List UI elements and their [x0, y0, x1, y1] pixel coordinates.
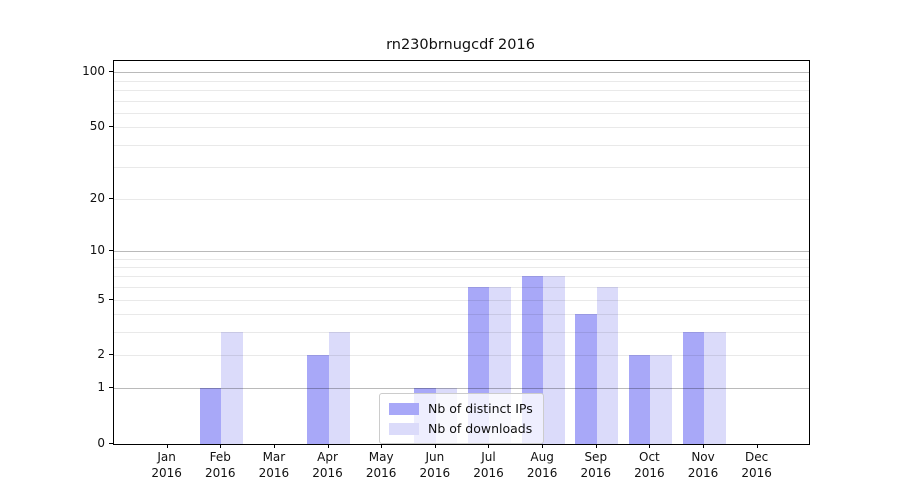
- bar-sep-distinct-ips: [575, 314, 597, 444]
- x-tick-label-oct: Oct 2016: [634, 450, 665, 480]
- y-tick-label-1: 1: [97, 380, 105, 395]
- bar-feb-distinct-ips: [199, 388, 222, 444]
- x-tick-mark-jan: [166, 444, 168, 448]
- legend-swatch-distinct-ips: [389, 402, 419, 415]
- y-tick-label-2: 2: [97, 347, 105, 362]
- y-tick-mark-1: [109, 387, 113, 389]
- chart-title: rn230brnugcdf 2016: [386, 37, 535, 53]
- x-tick-mark-jun: [434, 444, 436, 448]
- bar-apr-distinct-ips: [307, 355, 329, 444]
- y-tick-mark-10: [109, 249, 113, 251]
- y-tick-label-5: 5: [97, 291, 105, 306]
- y-tick-label-0: 0: [97, 436, 105, 450]
- x-tick-mark-mar: [273, 444, 275, 448]
- y-tick-mark-50: [109, 126, 113, 128]
- x-tick-label-sep: Sep 2016: [580, 450, 612, 480]
- y-tick-mark-100: [109, 71, 113, 73]
- x-tick-mark-sep: [595, 444, 597, 448]
- x-tick-label-mar: Mar 2016: [258, 450, 290, 480]
- y-tick-label-10: 10: [89, 242, 105, 257]
- bar-nov-distinct-ips: [682, 332, 705, 444]
- y-tick-mark-0: [109, 443, 113, 444]
- x-tick-label-jul: Jul 2016: [473, 450, 504, 480]
- x-tick-mark-oct: [649, 444, 651, 448]
- bar-feb-downloads: [221, 332, 243, 444]
- x-tick-mark-jul: [488, 444, 490, 448]
- bar-apr-downloads: [328, 332, 351, 444]
- bar-sep-downloads: [596, 287, 619, 444]
- x-tick-label-apr: Apr 2016: [312, 450, 343, 480]
- bar-oct-distinct-ips: [628, 355, 651, 444]
- x-tick-mark-apr: [327, 444, 329, 448]
- legend-item-distinct-ips: Nb of distinct IPs: [389, 401, 533, 416]
- x-tick-mark-feb: [220, 444, 222, 448]
- bar-aug-downloads: [543, 276, 565, 444]
- plot-area: Nb of distinct IPs Nb of downloads: [113, 60, 810, 445]
- y-tick-mark-5: [109, 298, 113, 300]
- x-tick-label-feb: Feb 2016: [204, 450, 236, 480]
- y-tick-label-100: 100: [82, 64, 105, 79]
- y-tick-label-50: 50: [89, 119, 105, 134]
- x-tick-mark-dec: [756, 444, 758, 448]
- legend-swatch-downloads: [389, 422, 419, 435]
- x-tick-label-dec: Dec 2016: [741, 450, 772, 480]
- x-tick-mark-aug: [542, 444, 544, 448]
- x-tick-label-nov: Nov 2016: [687, 450, 719, 480]
- bars-layer: [114, 61, 809, 444]
- legend-item-downloads: Nb of downloads: [389, 421, 533, 436]
- bar-oct-downloads: [650, 355, 672, 444]
- legend: Nb of distinct IPs Nb of downloads: [379, 393, 544, 444]
- x-tick-mark-nov: [703, 444, 705, 448]
- legend-label-downloads: Nb of downloads: [428, 421, 533, 436]
- legend-label-distinct-ips: Nb of distinct IPs: [428, 401, 533, 416]
- x-tick-mark-may: [381, 444, 383, 448]
- bar-nov-downloads: [704, 332, 726, 444]
- y-tick-label-20: 20: [89, 190, 105, 205]
- x-tick-label-aug: Aug 2016: [526, 450, 558, 480]
- x-tick-label-may: May 2016: [365, 450, 397, 480]
- y-tick-mark-2: [109, 354, 113, 356]
- x-tick-label-jan: Jan 2016: [151, 450, 182, 480]
- x-tick-label-jun: Jun 2016: [419, 450, 451, 480]
- y-tick-mark-20: [109, 197, 113, 199]
